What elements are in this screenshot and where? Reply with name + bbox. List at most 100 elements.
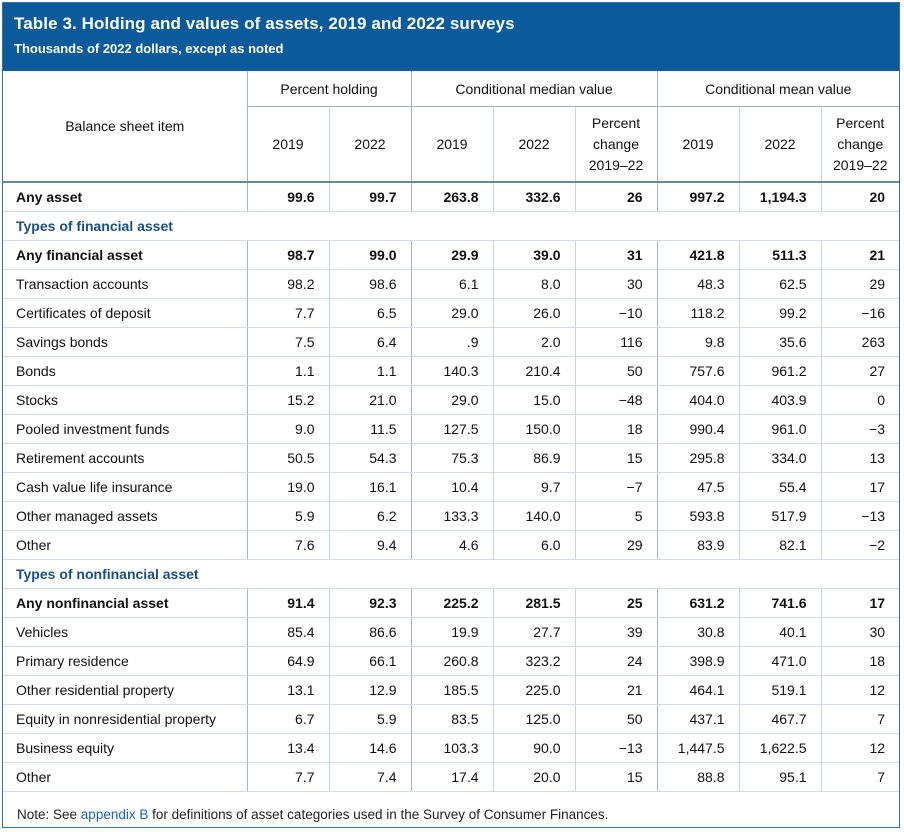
cell-value: 35.6	[738, 327, 822, 357]
col-header: 2019	[656, 106, 740, 183]
col-header: 2019	[246, 106, 329, 183]
cell-value: 281.5	[492, 588, 576, 618]
cell-value: 6.4	[328, 327, 412, 357]
col-header: 2022	[492, 106, 576, 183]
row-label: Vehicles	[3, 617, 247, 647]
table-row: Other 7.7 7.4 17.4 20.0 15 88.8 95.1 7	[3, 762, 899, 792]
cell-value: 8.0	[492, 269, 576, 299]
cell-value: 12	[820, 733, 899, 763]
cell-value: −10	[574, 298, 658, 328]
cell-value: 7.6	[246, 530, 329, 560]
table-row: Any nonfinancial asset 91.4 92.3 225.2 281.5…	[3, 588, 899, 618]
cell-value: 7	[820, 704, 899, 734]
cell-value: 86.9	[492, 443, 576, 473]
cell-value: 0	[820, 385, 899, 415]
cell-value: 25	[574, 588, 658, 618]
cell-value: 210.4	[492, 356, 576, 386]
cell-value: 54.3	[328, 443, 412, 473]
cell-value: 961.2	[738, 356, 822, 386]
cell-value: 98.6	[328, 269, 412, 299]
note-suffix: for definitions of asset categories used…	[148, 807, 609, 822]
cell-value: 21	[820, 240, 899, 270]
cell-value: 6.5	[328, 298, 412, 328]
cell-value: 631.2	[656, 588, 740, 618]
cell-value: 403.9	[738, 385, 822, 415]
cell-value: 185.5	[410, 675, 494, 705]
table-row: Stocks 15.2 21.0 29.0 15.0 −48 404.0 403.9 0	[3, 385, 899, 415]
table-subtitle: Thousands of 2022 dollars, except as not…	[14, 41, 284, 56]
cell-value: 15.0	[492, 385, 576, 415]
table-row: Other 7.6 9.4 4.6 6.0 29 83.9 82.1 −2	[3, 530, 899, 560]
table-row: Certificates of deposit 7.7 6.5 29.0 26.0 −10…	[3, 298, 899, 328]
appendix-link[interactable]: appendix B	[80, 807, 149, 822]
cell-value: 29	[820, 269, 899, 299]
cell-value: 21	[574, 675, 658, 705]
table-body: Any asset 99.6 99.7 263.8 332.6 26 997.2 1,194.…	[3, 182, 899, 792]
cell-value: 15.2	[246, 385, 329, 415]
cell-value: 14.6	[328, 733, 412, 763]
row-label: Any financial asset	[3, 240, 247, 270]
cell-value: 40.1	[738, 617, 822, 647]
cell-value: 39	[574, 617, 658, 647]
cell-value: 741.6	[738, 588, 822, 618]
cell-value: 21.0	[328, 385, 412, 415]
table-row: Other residential property 13.1 12.9 185.5 2…	[3, 675, 899, 705]
cell-value: 12.9	[328, 675, 412, 705]
cell-value: −3	[820, 414, 899, 444]
row-label: Retirement accounts	[3, 443, 247, 473]
table-row: Cash value life insurance 19.0 16.1 10.4 9.7…	[3, 472, 899, 502]
cell-value: 92.3	[328, 588, 412, 618]
table-row: Bonds 1.1 1.1 140.3 210.4 50 757.6 961.2 27	[3, 356, 899, 386]
cell-value: 757.6	[656, 356, 740, 386]
row-label: Pooled investment funds	[3, 414, 247, 444]
row-label: Savings bonds	[3, 327, 247, 357]
cell-value: 7.5	[246, 327, 329, 357]
cell-value: 140.3	[410, 356, 494, 386]
table-banner: Table 3. Holding and values of assets, 2…	[3, 3, 899, 71]
col-header: 2019	[410, 106, 494, 183]
cell-value: 19.9	[410, 617, 494, 647]
balance-sheet-item-header: Balance sheet item	[3, 71, 247, 183]
cell-value: 26.0	[492, 298, 576, 328]
cell-value: −7	[574, 472, 658, 502]
cell-value: 6.0	[492, 530, 576, 560]
cell-value: 1,447.5	[656, 733, 740, 763]
cell-value: 997.2	[656, 182, 740, 212]
cell-value: 9.4	[328, 530, 412, 560]
cell-value: 13.1	[246, 675, 329, 705]
table-title: Table 3. Holding and values of assets, 2…	[14, 14, 515, 33]
cell-value: 323.2	[492, 646, 576, 676]
table-row: Vehicles 85.4 86.6 19.9 27.7 39 30.8 40.1 30	[3, 617, 899, 647]
cell-value: 48.3	[656, 269, 740, 299]
cell-value: .9	[410, 327, 494, 357]
cell-value: 91.4	[246, 588, 329, 618]
cell-value: 225.2	[410, 588, 494, 618]
cell-value: 29.0	[410, 298, 494, 328]
cell-value: −13	[820, 501, 899, 531]
cell-value: 12	[820, 675, 899, 705]
cell-value: 99.2	[738, 298, 822, 328]
row-label: Other	[3, 762, 247, 792]
cell-value: 62.5	[738, 269, 822, 299]
cell-value: 1,622.5	[738, 733, 822, 763]
cell-value: 7.7	[246, 298, 329, 328]
section-row: Types of financial asset	[3, 211, 899, 241]
cell-value: 29.0	[410, 385, 494, 415]
cell-value: 83.9	[656, 530, 740, 560]
col-header: Percent change 2019–22	[574, 106, 658, 183]
row-label: Primary residence	[3, 646, 247, 676]
cell-value: 55.4	[738, 472, 822, 502]
section-heading: Types of financial asset	[3, 211, 899, 241]
cell-value: 5	[574, 501, 658, 531]
cell-value: 99.7	[328, 182, 412, 212]
cell-value: 30.8	[656, 617, 740, 647]
cell-value: 517.9	[738, 501, 822, 531]
cell-value: 7.4	[328, 762, 412, 792]
cell-value: 29	[574, 530, 658, 560]
group-header-percent-holding: Percent holding	[246, 71, 412, 107]
cell-value: −2	[820, 530, 899, 560]
row-label: Bonds	[3, 356, 247, 386]
cell-value: 1.1	[328, 356, 412, 386]
cell-value: 30	[574, 269, 658, 299]
cell-value: 99.0	[328, 240, 412, 270]
